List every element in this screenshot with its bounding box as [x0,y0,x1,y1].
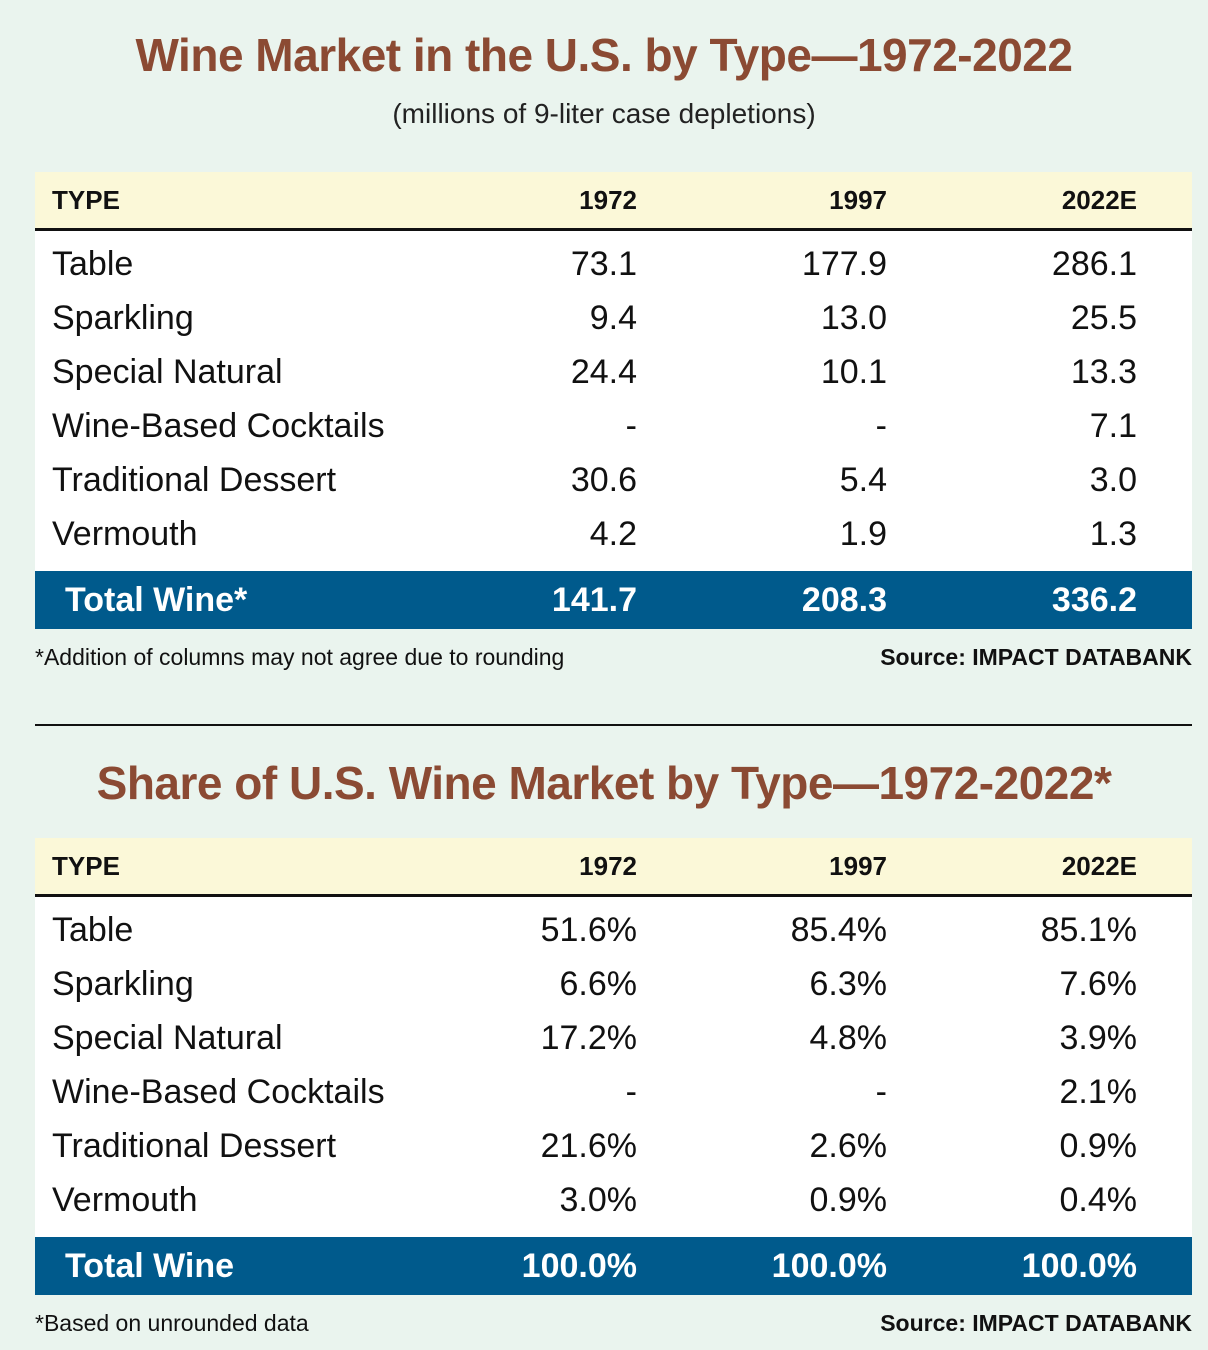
header-2022e: 2022E [1061,850,1137,881]
header-1972: 1972 [579,850,637,881]
row-value-1997: - [875,1072,887,1111]
row-value-1972: 6.6% [559,964,638,1003]
row-value-1997: 10.1 [820,352,887,391]
row-value-1972: 21.6% [540,1126,637,1165]
row-value-1997: - [875,406,887,445]
row-value-2022e: 3.0 [1089,460,1137,499]
row-value-2022e: 0.4% [1059,1180,1138,1219]
row-value-1972: - [625,1072,637,1111]
header-1997: 1997 [829,850,887,881]
total-1972: 100.0% [521,1246,637,1285]
row-value-1972: 73.1 [570,244,637,283]
row-type-label: Sparkling [52,298,194,337]
total-1997: 100.0% [771,1246,887,1285]
row-value-2022e: 0.9% [1059,1126,1138,1165]
share-table-header: TYPE 1972 1997 2022E [35,838,1192,897]
row-value-1997: 13.0 [820,298,887,337]
row-type-label: Traditional Dessert [52,460,337,499]
total-2022e: 100.0% [1021,1246,1137,1285]
table-row: Special Natural 24.4 10.1 13.3 [35,345,1192,399]
row-value-1997: 1.9 [839,514,887,553]
row-value-1997: 85.4% [790,910,887,949]
share-table-body: Table 51.6% 85.4% 85.1% Sparkling 6.6% 6.3% 7.6… [35,903,1192,1227]
row-type-label: Sparkling [52,964,194,1003]
section-divider [35,724,1192,726]
volume-footnote: *Addition of columns may not agree due t… [35,644,565,670]
table-row: Special Natural 17.2% 4.8% 3.9% [35,1011,1192,1065]
row-value-1972: 51.6% [540,910,637,949]
total-label: Total Wine [65,1246,235,1285]
volume-table-title: Wine Market in the U.S. by Type—1972-202… [135,29,1073,81]
row-type-label: Wine-Based Cocktails [52,1072,385,1111]
table-row: Vermouth 4.2 1.9 1.3 [35,507,1192,561]
total-1997: 208.3 [801,580,887,619]
row-type-label: Vermouth [52,1180,198,1219]
total-label: Total Wine* [65,580,248,619]
row-value-1997: 4.8% [809,1018,888,1057]
row-value-2022e: 3.9% [1059,1018,1138,1057]
total-1972: 141.7 [551,580,637,619]
header-type: TYPE [52,184,120,215]
row-value-1972: 4.2 [589,514,637,553]
table-row: Traditional Dessert 21.6% 2.6% 0.9% [35,1119,1192,1173]
volume-table-subtitle: (millions of 9-liter case depletions) [392,98,816,129]
share-total-row: Total Wine 100.0% 100.0% 100.0% [35,1237,1192,1295]
row-value-1972: 3.0% [559,1180,638,1219]
volume-source: Source: IMPACT DATABANK [880,644,1192,670]
row-value-2022e: 13.3 [1070,352,1137,391]
table-row: Vermouth 3.0% 0.9% 0.4% [35,1173,1192,1227]
share-table-title: Share of U.S. Wine Market by Type—1972-2… [96,757,1112,809]
row-value-1997: 177.9 [801,244,887,283]
table-row: Table 73.1 177.9 286.1 [35,237,1192,291]
table-row: Wine-Based Cocktails - - 7.1 [35,399,1192,453]
row-value-1997: 6.3% [809,964,888,1003]
row-value-2022e: 25.5 [1070,298,1137,337]
row-value-1972: 24.4 [570,352,637,391]
volume-table-header: TYPE 1972 1997 2022E [35,172,1192,231]
row-value-2022e: 7.1 [1089,406,1137,445]
header-1972: 1972 [579,184,637,215]
row-type-label: Traditional Dessert [52,1126,337,1165]
header-2022e: 2022E [1061,184,1137,215]
row-value-1972: 17.2% [540,1018,637,1057]
header-1997: 1997 [829,184,887,215]
row-value-1997: 5.4 [839,460,887,499]
row-type-label: Special Natural [52,1018,283,1057]
row-type-label: Wine-Based Cocktails [52,406,385,445]
table-row: Sparkling 9.4 13.0 25.5 [35,291,1192,345]
row-value-2022e: 286.1 [1051,244,1137,283]
row-value-2022e: 2.1% [1059,1072,1138,1111]
row-value-2022e: 7.6% [1059,964,1138,1003]
volume-table: TYPE 1972 1997 2022E Table 73.1 177.9 286.1… [35,172,1192,629]
row-value-1972: 30.6 [570,460,637,499]
row-type-label: Vermouth [52,514,198,553]
share-table: TYPE 1972 1997 2022E Table 51.6% 85.4% 85.1… [35,838,1192,1295]
row-value-1997: 0.9% [809,1180,888,1219]
row-value-2022e: 1.3 [1089,514,1137,553]
total-2022e: 336.2 [1051,580,1137,619]
volume-total-row: Total Wine* 141.7 208.3 336.2 [35,571,1192,629]
table-row: Table 51.6% 85.4% 85.1% [35,903,1192,957]
volume-table-body: Table 73.1 177.9 286.1 Sparkling 9.4 13.0 25.5 S… [35,237,1192,561]
row-type-label: Table [52,244,134,283]
table-row: Wine-Based Cocktails - - 2.1% [35,1065,1192,1119]
share-source: Source: IMPACT DATABANK [880,1310,1192,1336]
row-value-2022e: 85.1% [1040,910,1137,949]
table-row: Traditional Dessert 30.6 5.4 3.0 [35,453,1192,507]
row-type-label: Special Natural [52,352,283,391]
row-value-1972: 9.4 [589,298,637,337]
row-value-1997: 2.6% [809,1126,888,1165]
header-type: TYPE [52,850,120,881]
row-value-1972: - [625,406,637,445]
share-footnote: *Based on unrounded data [35,1310,309,1336]
row-type-label: Table [52,910,134,949]
table-row: Sparkling 6.6% 6.3% 7.6% [35,957,1192,1011]
